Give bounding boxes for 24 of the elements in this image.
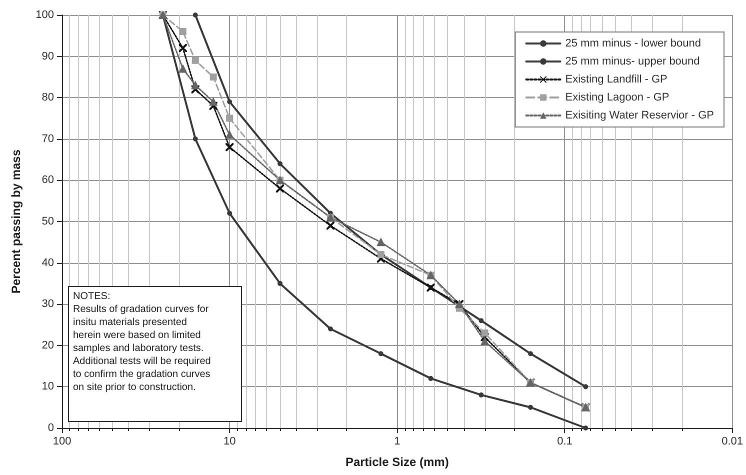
x-tick-label: 10 (223, 436, 236, 448)
x-tick-label: 100 (52, 436, 72, 448)
y-tick-label: 20 (42, 339, 54, 352)
x-axis-title: Particle Size (mm) (345, 455, 449, 469)
y-tick-label: 80 (42, 92, 54, 104)
x-tick-label: 0.01 (722, 436, 744, 448)
legend-label: Existing Landfill - GP (565, 74, 668, 86)
x-tick-label: 1 (394, 436, 400, 448)
y-tick-label: 10 (42, 380, 54, 393)
x-tick-label: 0.1 (557, 436, 572, 448)
y-tick-label: 40 (42, 256, 54, 269)
y-tick-label: 30 (42, 298, 54, 310)
y-axis-title: Percent passing by mass (9, 149, 23, 294)
y-tick-label: 50 (42, 216, 54, 228)
legend-label: Exisiting Water Reservior - GP (565, 110, 714, 122)
legend-label: 25 mm minus - lower bound (565, 38, 701, 50)
y-tick-label: 0 (48, 422, 54, 434)
legend-label: 25 mm minus- upper bound (565, 56, 700, 68)
y-tick-label: 70 (42, 132, 54, 145)
y-tick-label: 90 (42, 50, 54, 62)
notes-box: NOTES: Results of gradation curves for insitu materials presented herein were based on limited samples and laboratory tests. Additional tests will be required to confirm the gradation curves on site prior to construction. (68, 286, 242, 422)
y-tick-label: 60 (42, 174, 54, 186)
legend-label: Existing Lagoon - GP (565, 92, 670, 104)
y-tick-label: 100 (36, 9, 54, 21)
